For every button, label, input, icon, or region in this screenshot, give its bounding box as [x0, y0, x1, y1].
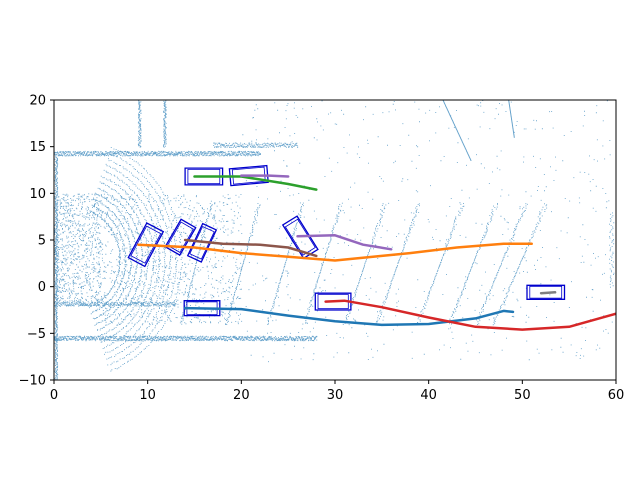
y-tick-label-15: 15 — [29, 140, 46, 155]
bounding-box-6 — [183, 300, 221, 317]
lidar-points — [54, 100, 616, 380]
bounding-box-0 — [184, 167, 224, 186]
x-axis: 0 10 20 30 40 50 60 — [50, 380, 624, 403]
bounding-box-inner-2 — [130, 225, 162, 264]
y-tick-label--5: −5 — [27, 327, 46, 342]
x-tick-label-40: 40 — [420, 388, 437, 403]
y-tick-label-20: 20 — [29, 94, 46, 109]
bounding-box-inner-3 — [166, 221, 194, 253]
bounding-box-3 — [164, 218, 197, 256]
x-tick-label-30: 30 — [327, 388, 344, 403]
y-tick-label--10: −10 — [19, 374, 46, 389]
trajectory-3 — [324, 299, 616, 331]
bounding-box-inner-6 — [186, 301, 218, 315]
y-axis: −10 −5 0 5 10 15 20 — [19, 94, 54, 389]
bounding-box-inner-0 — [187, 168, 221, 185]
trajectory-2 — [193, 175, 318, 191]
bounding-box-5 — [281, 215, 319, 260]
lidar-point-cloud — [54, 100, 616, 380]
x-tick-label-60: 60 — [608, 388, 625, 403]
bounding-box-7 — [314, 292, 352, 311]
y-tick-label-5: 5 — [38, 234, 46, 249]
trajectory-0 — [183, 306, 515, 327]
bounding-box-4 — [186, 222, 218, 263]
bounding-box-inner-4 — [189, 225, 215, 260]
bounding-box-inner-5 — [284, 218, 316, 256]
bounding-box-inner-7 — [317, 294, 349, 310]
bounding-boxes — [127, 164, 566, 317]
bounding-box-2 — [127, 222, 165, 268]
y-tick-label-0: 0 — [38, 280, 46, 295]
x-tick-label-20: 20 — [233, 388, 250, 403]
trajectory-4 — [240, 174, 290, 178]
trajectory-5 — [296, 234, 393, 251]
bounding-box-8 — [526, 284, 566, 300]
bounding-box-inner-1 — [231, 166, 266, 185]
x-tick-label-0: 0 — [50, 388, 58, 403]
bounding-box-inner-8 — [529, 285, 563, 299]
trajectory-6 — [183, 238, 318, 258]
trajectory-7 — [539, 291, 557, 295]
trajectory-lines — [137, 174, 616, 331]
bounding-box-1 — [228, 164, 269, 187]
trajectory-1 — [137, 242, 533, 262]
x-tick-label-10: 10 — [139, 388, 156, 403]
y-tick-label-10: 10 — [29, 187, 46, 202]
x-tick-label-50: 50 — [514, 388, 531, 403]
